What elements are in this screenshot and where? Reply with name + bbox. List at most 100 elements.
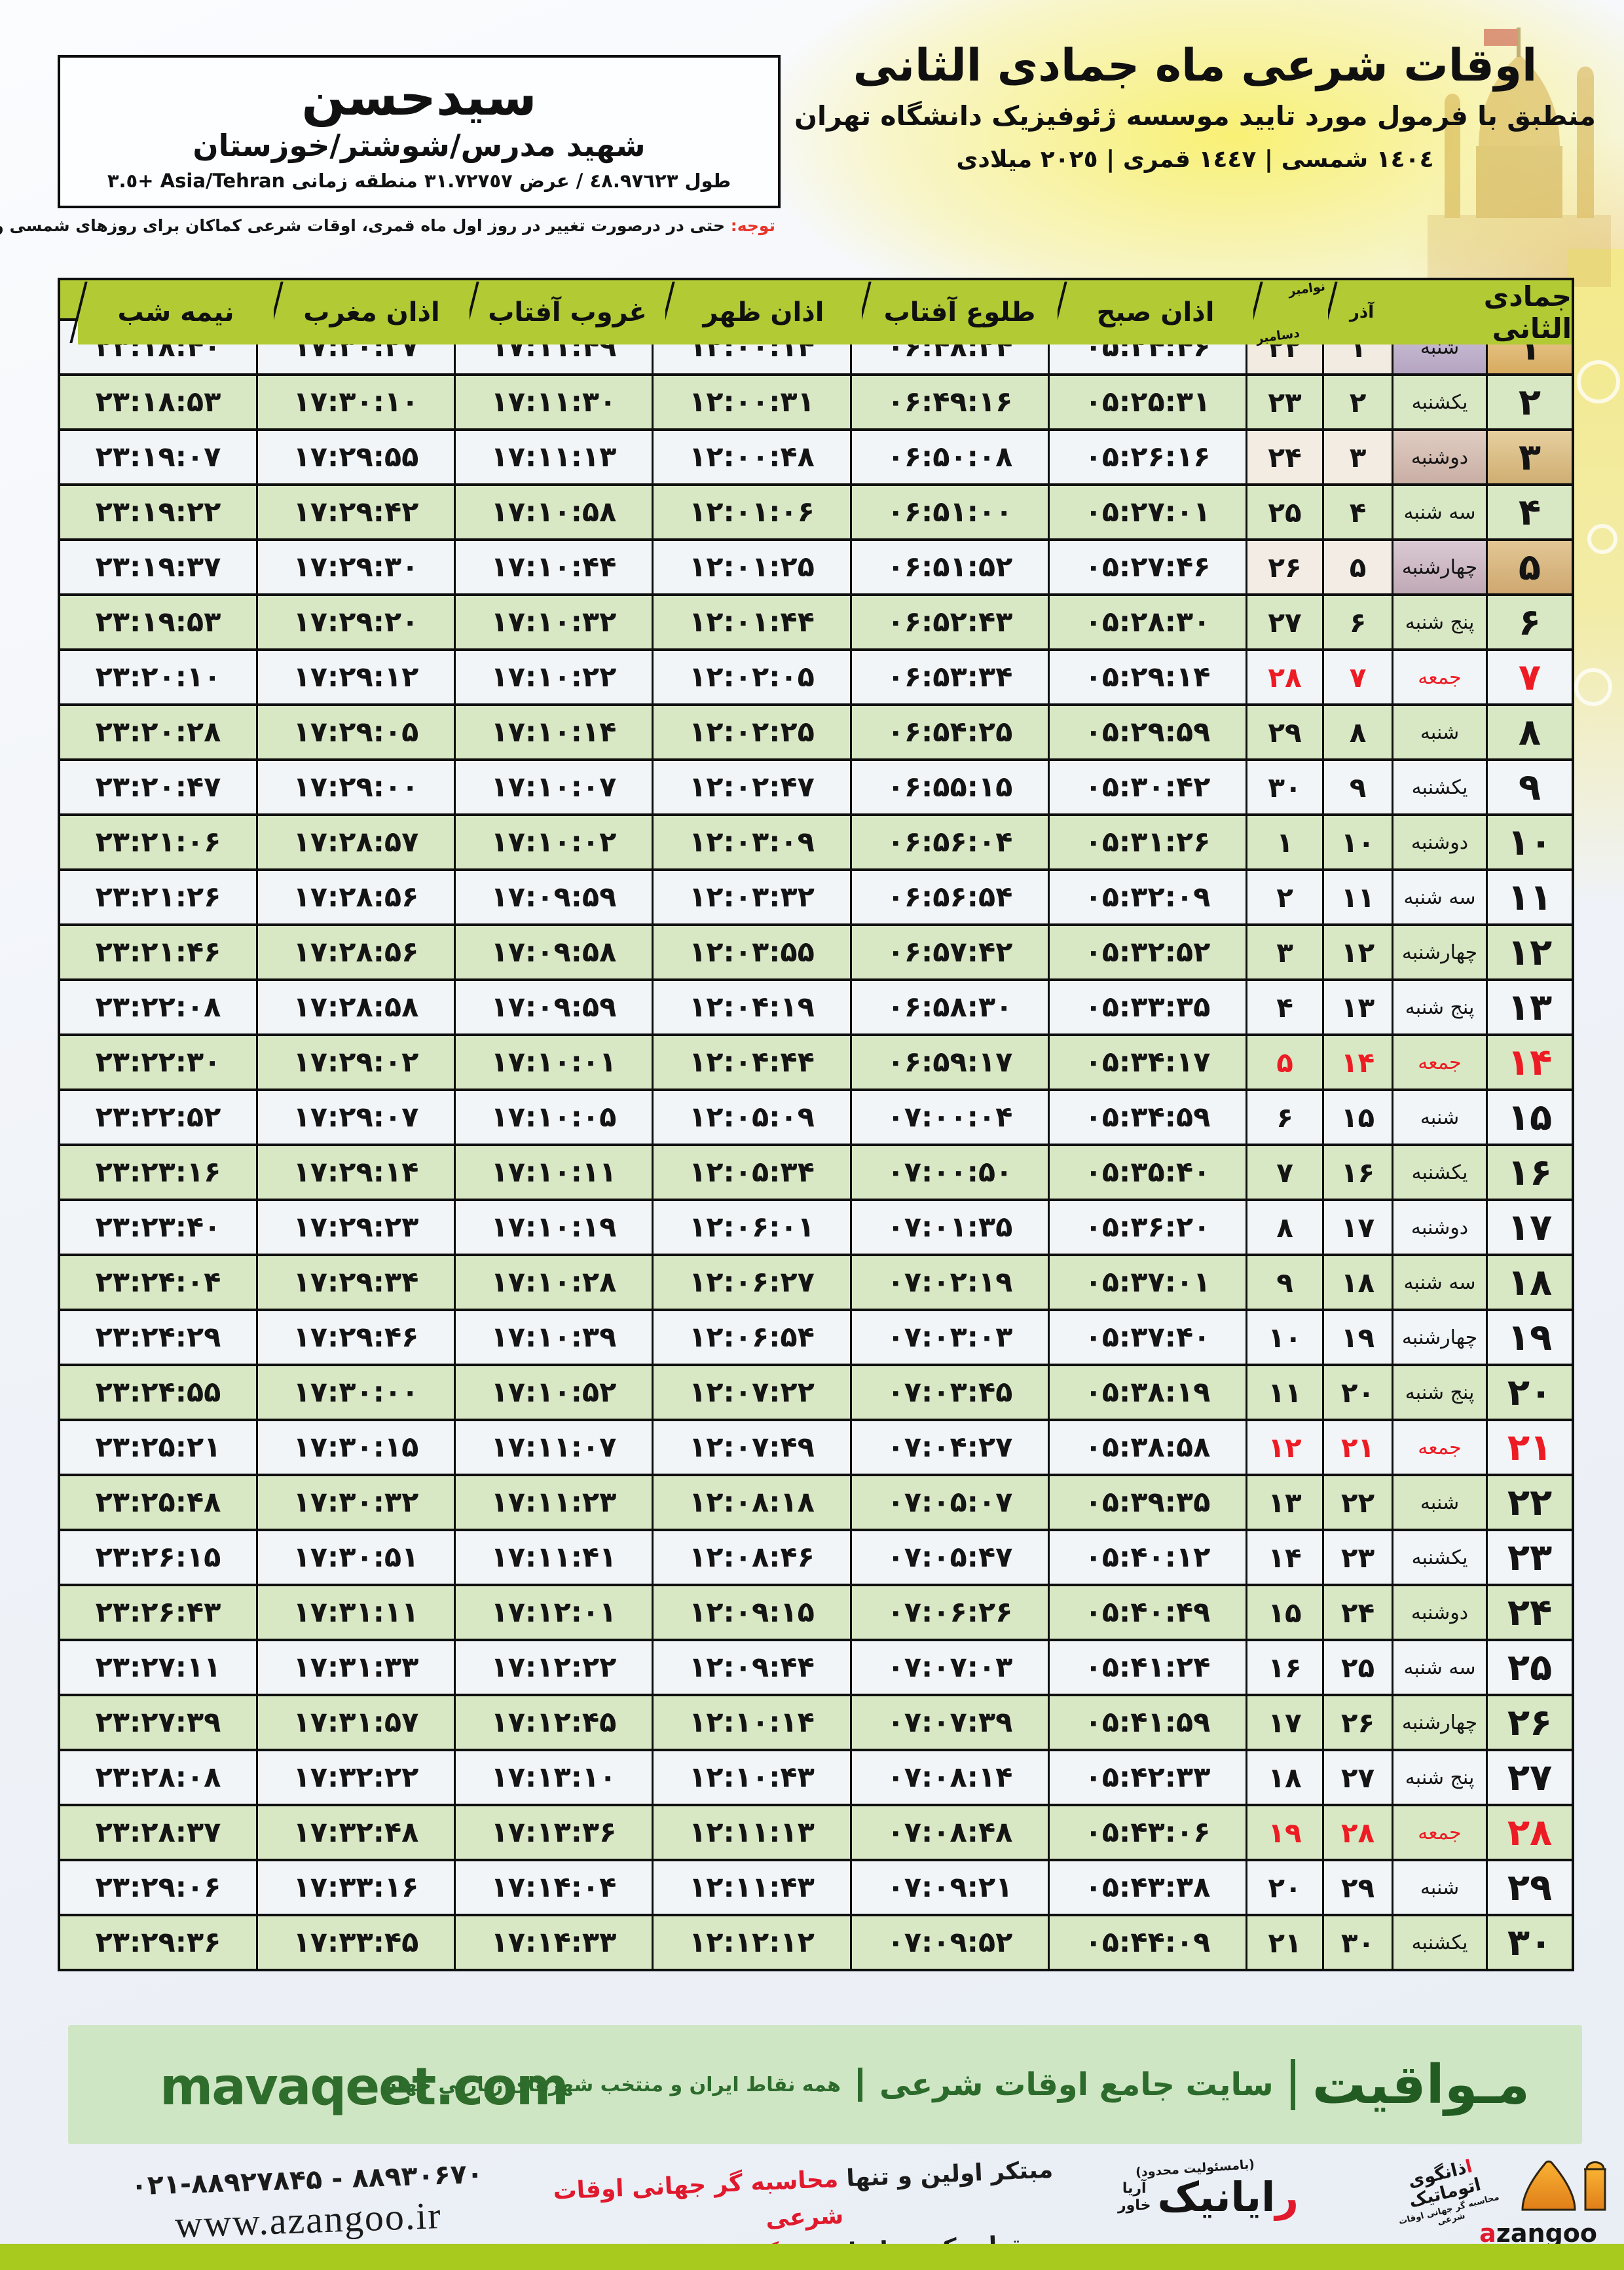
cell-azar-day: ۸ (1324, 706, 1392, 758)
cell-azan-sobh: ۰۵:۳۲:۰۹ (1050, 871, 1246, 923)
cell-weekday: شنبه (1393, 1476, 1486, 1529)
cell-midnight: ۲۳:۲۷:۱۱ (60, 1641, 256, 1694)
cell-day-number: ۱۴ (1488, 1036, 1572, 1088)
cell-azar-day: ۲۸ (1324, 1806, 1392, 1859)
rayanik-logo: (بامسئولیت محدود) رایانیک آریا خاور (1100, 2157, 1316, 2218)
cell-day-number: ۷ (1488, 651, 1572, 703)
notice-label: توجه: (730, 216, 775, 235)
cell-azan-sobh: ۰۵:۳۷:۰۱ (1050, 1256, 1246, 1309)
ornament-ring (1574, 668, 1612, 706)
cell-azan-sobh: ۰۵:۲۷:۴۶ (1050, 541, 1246, 593)
cell-azar-day: ۲۳ (1324, 1531, 1392, 1584)
cell-midnight: ۲۳:۲۱:۰۶ (60, 816, 256, 868)
cell-sunrise: ۰۶:۵۱:۵۲ (852, 541, 1048, 593)
cell-weekday: یکشنبه (1393, 761, 1486, 813)
header-azar: آذر (1320, 280, 1395, 344)
azangoo-wordmark: azangoo (1479, 2219, 1597, 2248)
side-ornament-band (1568, 249, 1624, 904)
cell-azan-zohr: ۱۲:۰۱:۴۴ (654, 596, 850, 648)
cell-sunrise: ۰۶:۵۷:۴۲ (852, 926, 1048, 978)
cell-azar-day: ۶ (1324, 596, 1392, 648)
cell-weekday: یکشنبه (1393, 1531, 1486, 1584)
cell-azar-day: ۱۷ (1324, 1201, 1392, 1254)
cell-sunrise: ۰۶:۴۹:۱۶ (852, 376, 1048, 428)
cell-sunset: ۱۷:۱۰:۰۱ (456, 1036, 652, 1088)
cell-azan-sobh: ۰۵:۳۰:۴۲ (1050, 761, 1246, 813)
contact-block: ۰۲۱-۸۸۹۲۷۸۴۵ - ۸۸۹۳۰۶۷۰ www.azangoo.ir (90, 2157, 525, 2250)
cell-gregorian-day: ۳۰ (1247, 761, 1322, 813)
table-row: ۲۱ جمعه ۲۱ ۱۲ ۰۵:۳۸:۵۸ ۰۷:۰۴:۲۷ ۱۲:۰۷:۴۹… (60, 1421, 1572, 1474)
header-gregorian: نوامبر دسامبر (1245, 279, 1328, 346)
cell-weekday: چهارشنبه (1393, 1311, 1486, 1364)
title-block: اوقات شرعی ماه جمادی الثانی منطبق با فرم… (792, 38, 1598, 173)
header-sunset: غروب آفتاب (461, 280, 665, 344)
cell-azan-maghreb: ۱۷:۳۰:۱۰ (258, 376, 454, 428)
cell-azan-maghreb: ۱۷:۲۹:۰۲ (258, 1036, 454, 1088)
cell-weekday: دوشنبه (1393, 431, 1486, 483)
cell-sunrise: ۰۷:۰۶:۲۶ (852, 1586, 1048, 1639)
cell-gregorian-day: ۱۷ (1247, 1696, 1322, 1749)
cell-gregorian-day: ۶ (1247, 1091, 1322, 1144)
cell-azan-zohr: ۱۲:۰۷:۴۹ (654, 1421, 850, 1474)
table-row: ۱۹ چهارشنبه ۱۹ ۱۰ ۰۵:۳۷:۴۰ ۰۷:۰۳:۰۳ ۱۲:۰… (60, 1311, 1572, 1364)
cell-midnight: ۲۳:۲۳:۱۶ (60, 1146, 256, 1199)
header-sunrise: طلوع آفتاب (853, 280, 1058, 344)
cell-azan-sobh: ۰۵:۳۵:۴۰ (1050, 1146, 1246, 1199)
cell-azar-day: ۱۰ (1324, 816, 1392, 868)
cell-azar-day: ۲۰ (1324, 1366, 1392, 1419)
cell-azan-sobh: ۰۵:۳۸:۱۹ (1050, 1366, 1246, 1419)
rayanik-name-group: رایانیک آریا خاور (1100, 2177, 1316, 2218)
cell-weekday: پنج شنبه (1393, 1751, 1486, 1804)
calendar-years: ١٤٠٤ شمسی | ١٤٤٧ قمری | ٢٠٢٥ میلادی (956, 146, 1434, 173)
cell-azan-maghreb: ۱۷:۳۳:۱۶ (258, 1861, 454, 1914)
cell-azan-sobh: ۰۵:۴۰:۱۲ (1050, 1531, 1246, 1584)
cell-weekday: یکشنبه (1393, 1916, 1486, 1969)
cell-azan-zohr: ۱۲:۱۱:۱۳ (654, 1806, 850, 1859)
cell-gregorian-day: ۱۶ (1247, 1641, 1322, 1694)
cell-day-number: ۸ (1488, 706, 1572, 758)
cell-sunrise: ۰۷:۰۰:۰۴ (852, 1091, 1048, 1144)
cell-day-number: ۴ (1488, 486, 1572, 538)
header-midnight: نیمه شب (69, 280, 274, 344)
cell-day-number: ۲۵ (1488, 1641, 1572, 1694)
cell-midnight: ۲۳:۲۵:۴۸ (60, 1476, 256, 1529)
cell-midnight: ۲۳:۲۸:۳۷ (60, 1806, 256, 1859)
cell-sunrise: ۰۷:۰۸:۴۸ (852, 1806, 1048, 1859)
cell-azan-maghreb: ۱۷:۲۹:۲۳ (258, 1201, 454, 1254)
cell-azan-maghreb: ۱۷:۳۱:۵۷ (258, 1696, 454, 1749)
cell-azan-sobh: ۰۵:۴۰:۴۹ (1050, 1586, 1246, 1639)
cell-azan-maghreb: ۱۷:۲۹:۰۷ (258, 1091, 454, 1144)
cell-azan-zohr: ۱۲:۰۳:۵۵ (654, 926, 850, 978)
cell-midnight: ۲۳:۲۱:۲۶ (60, 871, 256, 923)
cell-azan-zohr: ۱۲:۱۱:۴۳ (654, 1861, 850, 1914)
cell-sunrise: ۰۷:۰۸:۱۴ (852, 1751, 1048, 1804)
cell-sunset: ۱۷:۱۱:۰۷ (456, 1421, 652, 1474)
cell-azar-day: ۱۳ (1324, 981, 1392, 1033)
mavaqeet-domain-link[interactable]: mavaqeet.com (160, 2058, 569, 2117)
cell-sunset: ۱۷:۱۰:۳۹ (456, 1311, 652, 1364)
location-coordinates: طول ٤٨.٩٧٦٢٣ / عرض ٣١.٧٢٧٥٧ منطقه زمانی … (107, 170, 731, 193)
cell-sunset: ۱۷:۱۳:۱۰ (456, 1751, 652, 1804)
table-row: ۲۷ پنج شنبه ۲۷ ۱۸ ۰۵:۴۲:۳۳ ۰۷:۰۸:۱۴ ۱۲:۱… (60, 1751, 1572, 1804)
cell-azan-sobh: ۰۵:۳۴:۵۹ (1050, 1091, 1246, 1144)
cell-midnight: ۲۳:۲۴:۰۴ (60, 1256, 256, 1309)
mosque-dome-icon (1521, 2160, 1606, 2211)
table-row: ۱۳ پنج شنبه ۱۳ ۴ ۰۵:۳۳:۳۵ ۰۶:۵۸:۳۰ ۱۲:۰۴… (60, 981, 1572, 1033)
cell-azan-maghreb: ۱۷:۲۹:۳۰ (258, 541, 454, 593)
cell-sunrise: ۰۷:۰۷:۳۹ (852, 1696, 1048, 1749)
cell-midnight: ۲۳:۲۳:۴۰ (60, 1201, 256, 1254)
cell-gregorian-day: ۲۰ (1247, 1861, 1322, 1914)
cell-sunset: ۱۷:۱۰:۴۴ (456, 541, 652, 593)
cell-midnight: ۲۳:۲۲:۳۰ (60, 1036, 256, 1088)
cell-gregorian-day: ۱۰ (1247, 1311, 1322, 1364)
cell-day-number: ۵ (1488, 541, 1572, 593)
cell-azar-day: ۲۱ (1324, 1421, 1392, 1474)
table-row: ۱۵ شنبه ۱۵ ۶ ۰۵:۳۴:۵۹ ۰۷:۰۰:۰۴ ۱۲:۰۵:۰۹ … (60, 1091, 1572, 1144)
cell-midnight: ۲۳:۲۰:۱۰ (60, 651, 256, 703)
cell-weekday: دوشنبه (1393, 816, 1486, 868)
cell-sunset: ۱۷:۱۱:۳۰ (456, 376, 652, 428)
cell-azan-maghreb: ۱۷:۲۸:۵۶ (258, 926, 454, 978)
cell-weekday: جمعه (1393, 651, 1486, 703)
cell-azan-maghreb: ۱۷:۲۹:۱۲ (258, 651, 454, 703)
cell-sunset: ۱۷:۱۱:۱۳ (456, 431, 652, 483)
